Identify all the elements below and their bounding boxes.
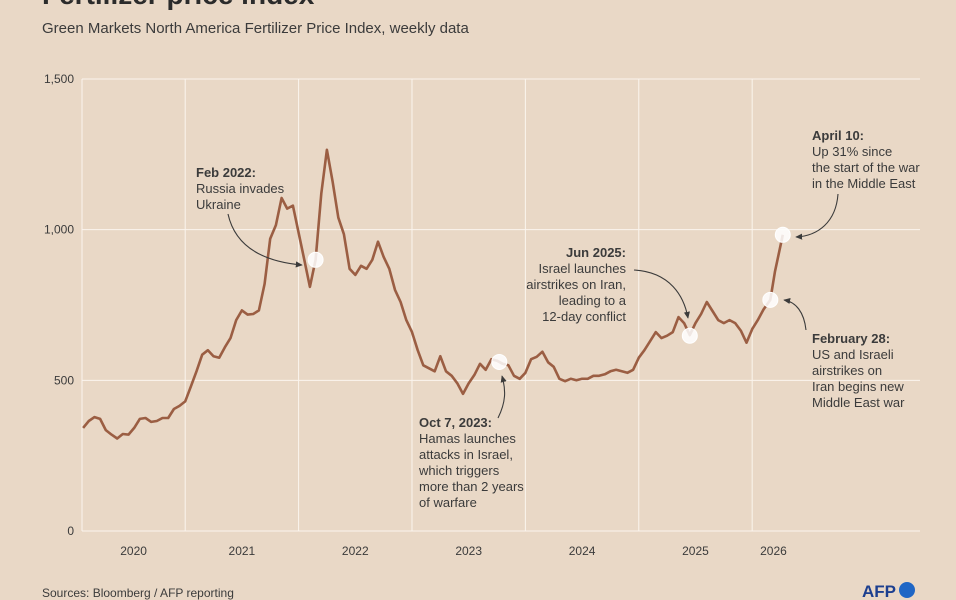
annotation-title: Oct 7, 2023: (419, 415, 492, 430)
chart-subtitle: Green Markets North America Fertilizer P… (42, 20, 469, 37)
annotation-text: Israel launches (539, 261, 627, 276)
annotation-text: Middle East war (812, 395, 905, 410)
y-tick-label: 1,000 (44, 223, 74, 237)
x-tick-label: 2024 (569, 544, 596, 558)
x-tick-label: 2022 (342, 544, 369, 558)
annotation-marker (774, 226, 791, 243)
x-tick-label: 2025 (682, 544, 709, 558)
annotation-arrow (633, 269, 690, 319)
annotation-title: Jun 2025: (566, 245, 626, 260)
annotation-text: more than 2 years (419, 479, 524, 494)
y-tick-label: 1,500 (44, 72, 74, 86)
annotation-text: US and Israeli (812, 347, 894, 362)
annotation-marker (681, 327, 698, 344)
source: Sources: Bloomberg / AFP reporting (42, 586, 234, 600)
annotation-title: April 10: (812, 128, 864, 143)
x-tick-label: 2021 (229, 544, 256, 558)
annotation-text: airstrikes on (812, 363, 882, 378)
y-tick-label: 500 (54, 373, 74, 387)
annotation-text: Up 31% since (812, 144, 892, 159)
annotation-text: which triggers (418, 463, 500, 478)
annotation-text: in the Middle East (812, 176, 916, 191)
chart-title: Fertilizer price index (42, 0, 315, 10)
price-line (82, 148, 785, 440)
annotation-text: Iran begins new (812, 379, 904, 394)
annotation-arrow (227, 213, 303, 268)
annotation-marker (307, 251, 324, 268)
annotation-text: of warfare (419, 495, 477, 510)
annotation-title: February 28: (812, 331, 890, 346)
annotation-text: Ukraine (196, 197, 241, 212)
annotation-marker (762, 291, 779, 308)
annotation-arrow (795, 193, 839, 240)
annotation-text: 12-day conflict (542, 309, 626, 324)
annotation-text: Hamas launches (419, 431, 516, 446)
x-tick-label: 2026 (760, 544, 787, 558)
annotation-text: the start of the war (812, 160, 920, 175)
annotation-arrow (497, 375, 507, 419)
logo-dot (899, 582, 915, 598)
annotation-text: leading to a (559, 293, 627, 308)
x-tick-label: 2023 (455, 544, 482, 558)
annotation-text: Russia invades (196, 181, 285, 196)
annotation-text: attacks in Israel, (419, 447, 513, 462)
logo: AFP (862, 582, 896, 600)
annotation-title: Feb 2022: (196, 165, 256, 180)
annotation-text: airstrikes on Iran, (526, 277, 626, 292)
y-tick-label: 0 (67, 524, 74, 538)
annotation-marker (491, 353, 508, 370)
annotation-arrow (783, 297, 807, 331)
x-tick-label: 2020 (120, 544, 147, 558)
